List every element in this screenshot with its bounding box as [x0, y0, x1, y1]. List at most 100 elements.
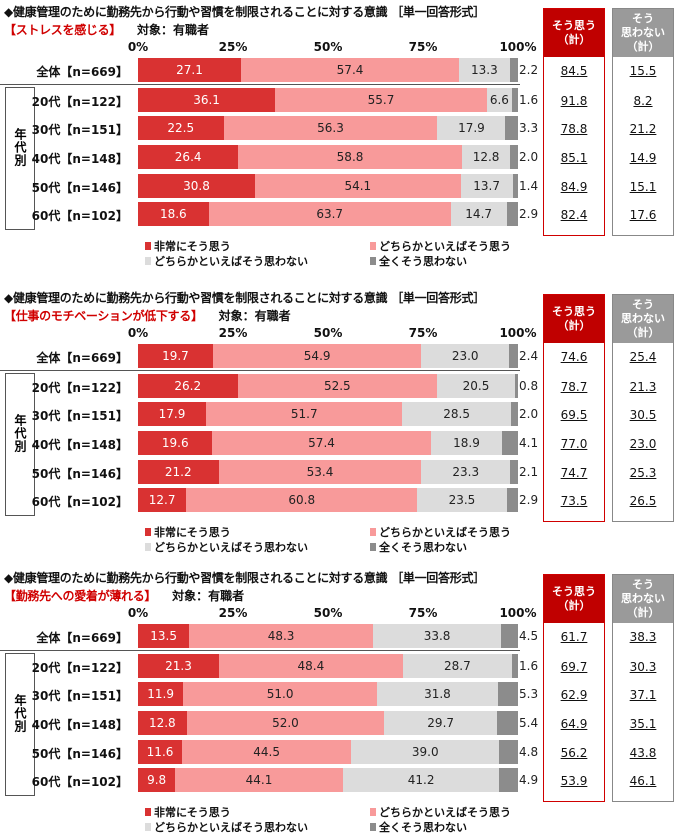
bar-segment-somewhat-disagree: [421, 460, 510, 484]
data-label: 27.1: [176, 63, 203, 77]
no-total-value: 30.5: [629, 408, 657, 422]
bar-segment-very-agree: [138, 768, 176, 792]
row-label: 全体【n=669】: [36, 351, 128, 365]
x-tick-label: 100%: [499, 326, 537, 340]
chart-subtitle: 【勤務先への愛着が薄れる】: [4, 589, 157, 603]
x-tick-label: 0%: [127, 40, 149, 54]
bar-segment-somewhat-agree: [189, 624, 373, 648]
bar-segment-strongly-disagree: [505, 116, 518, 140]
data-label: 9.8: [147, 773, 167, 787]
x-tick-label: 100%: [499, 606, 537, 620]
bar-segment-very-agree: [138, 202, 209, 226]
data-label: 19.7: [162, 349, 189, 363]
bar-segment-strongly-disagree: [502, 431, 518, 455]
legend-item-somewhat-disagree: どちらかといえばそう思わない: [145, 539, 308, 555]
no-total-value: 25.3: [629, 466, 657, 480]
chart-subtitle: 【ストレスを感じる】: [4, 23, 122, 37]
x-tick-label: 25%: [218, 606, 248, 620]
data-label: 4.1: [519, 436, 539, 450]
bar-segment-very-agree: [138, 402, 207, 426]
bar-segment-somewhat-agree: [212, 431, 431, 455]
data-label: 17.9: [458, 121, 485, 135]
yes-total-header: そう思う （計）: [544, 575, 604, 623]
data-label: 52.5: [323, 379, 351, 393]
row-label: 20代【n=122】: [31, 661, 128, 675]
no-total-value: 38.3: [629, 630, 657, 644]
data-label: 23.0: [451, 349, 479, 363]
target-label: 対象：有職者: [172, 589, 245, 603]
bar-segment-very-agree: [138, 344, 213, 368]
x-tick-label: 50%: [313, 606, 343, 620]
no-total-value: 17.6: [629, 208, 657, 222]
row-label: 30代【n=151】: [31, 689, 128, 703]
legend-label: 非常にそう思う: [154, 240, 231, 253]
no-total-value: 21.3: [629, 380, 657, 394]
yes-total-value: 78.8: [560, 122, 588, 136]
bar-segment-very-agree: [138, 711, 187, 735]
bar-segment-strongly-disagree: [514, 374, 518, 398]
bar-segment-somewhat-agree: [208, 202, 451, 226]
x-tick-label: 75%: [408, 40, 438, 54]
bar-segment-somewhat-agree: [218, 654, 403, 678]
yes-total-value: 53.9: [560, 774, 588, 788]
bar-segment-very-agree: [138, 431, 213, 455]
no-total-value: 35.1: [629, 717, 657, 731]
legend-label: 非常にそう思う: [154, 526, 231, 539]
data-label: 26.4: [174, 150, 202, 164]
legend-item-very-agree: 非常にそう思う: [145, 804, 231, 820]
bar-segment-strongly-disagree: [497, 711, 518, 735]
yes-total-value: 77.0: [560, 437, 588, 451]
data-label: 30.8: [183, 179, 210, 193]
legend-item-somewhat-disagree: どちらかといえばそう思わない: [145, 819, 308, 835]
legend-swatch: [145, 823, 151, 831]
target-label: 対象：有職者: [218, 309, 291, 323]
bar-segment-very-agree: [138, 145, 239, 169]
data-label: 17.9: [158, 407, 186, 421]
data-label: 60.8: [288, 493, 316, 507]
bar-segment-strongly-disagree: [506, 202, 518, 226]
no-total-value: 23.0: [629, 437, 657, 451]
legend-label: 全くそう思わない: [379, 255, 467, 268]
yes-total-column: そう思う （計） 61.7 69.7 62.9 64.9 56.2 53.9: [543, 574, 605, 802]
yes-total-value: 56.2: [560, 746, 588, 760]
bar-segment-somewhat-agree: [238, 145, 462, 169]
legend-item-strongly-disagree: 全くそう思わない: [370, 539, 467, 555]
no-total-header: そう 思わない （計）: [613, 295, 673, 343]
legend-label: どちらかといえばそう思う: [379, 526, 511, 539]
no-total-column: そう 思わない （計） 15.5 8.2 21.2 14.9 15.1 17.6: [612, 8, 674, 236]
yes-total-header: そう思う （計）: [544, 295, 604, 343]
legend-label: どちらかといえばそう思う: [379, 240, 511, 253]
no-total-header: そう 思わない （計）: [613, 575, 673, 623]
data-label: 19.6: [161, 436, 189, 450]
age-group-label: 年代別: [13, 128, 27, 167]
bar-segment-strongly-disagree: [510, 145, 518, 169]
data-label: 21.2: [164, 465, 192, 479]
legend-swatch: [370, 242, 376, 250]
data-label: 12.8: [472, 150, 500, 164]
no-total-value: 46.1: [629, 774, 657, 788]
x-tick-label: 25%: [218, 40, 248, 54]
legend-item-strongly-disagree: 全くそう思わない: [370, 819, 467, 835]
data-label: 13.7: [473, 179, 500, 193]
legend-label: 非常にそう思う: [154, 806, 231, 819]
bar-segment-somewhat-agree: [218, 460, 422, 484]
data-label: 2.0: [519, 407, 539, 421]
data-label: 12.8: [148, 716, 176, 730]
bar-segment-somewhat-disagree: [437, 116, 506, 140]
age-group-box: [5, 373, 35, 516]
header-line: そう思う: [552, 305, 596, 318]
chart-panel: ◆健康管理のために勤務先から行動や習慣を制限されることに対する意識 ［単一回答形…: [0, 566, 676, 840]
data-label: 3.3: [519, 121, 539, 135]
header-line: 思わない: [621, 592, 665, 605]
row-label: 全体【n=669】: [36, 65, 128, 79]
bar-segment-very-agree: [138, 624, 190, 648]
yes-total-value: 64.9: [560, 717, 588, 731]
legend-item-very-agree: 非常にそう思う: [145, 524, 231, 540]
header-line: （計）: [626, 40, 660, 53]
no-total-column: そう 思わない （計） 25.4 21.3 30.5 23.0 25.3 26.5: [612, 294, 674, 522]
row-label: 全体【n=669】: [36, 631, 128, 645]
data-label: 51.0: [266, 687, 294, 701]
row-label: 50代【n=146】: [31, 467, 128, 481]
data-label: 14.7: [465, 207, 493, 221]
chart-panel: ◆健康管理のために勤務先から行動や習慣を制限されることに対する意識 ［単一回答形…: [0, 286, 676, 566]
